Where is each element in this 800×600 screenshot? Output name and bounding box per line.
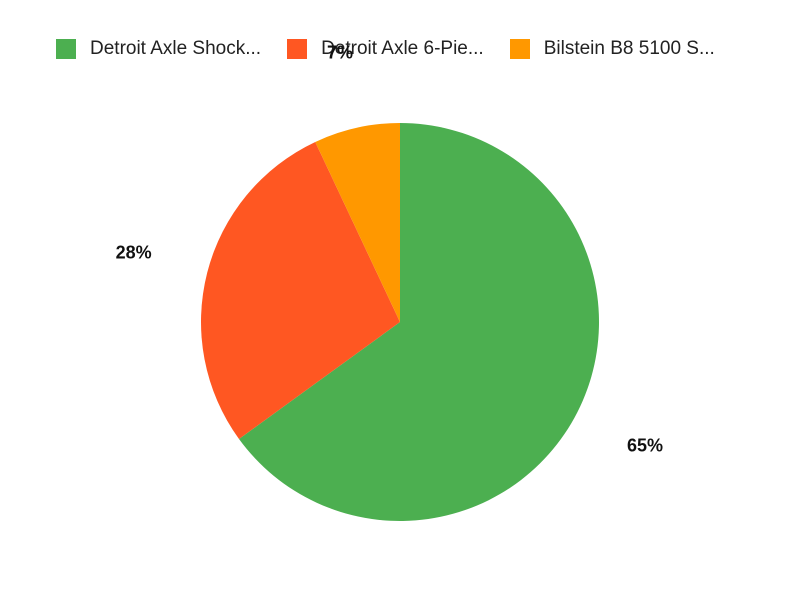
legend-label-bilstein-b8: Bilstein B8 5100 S... — [543, 38, 715, 59]
legend-swatch-detroit-axle-6-piece — [287, 39, 308, 59]
pie-slice-detroit-axle-6-piece[interactable] — [201, 141, 400, 439]
pie-label-detroit-axle-6-piece: 28% — [116, 242, 152, 262]
pie-labels: 65% 28% 7% — [116, 42, 663, 455]
pie-slices — [201, 123, 599, 521]
legend-label-detroit-axle-6-piece: Detroit Axle 6-Pie... — [321, 38, 484, 59]
legend-item-detroit-axle-6-piece[interactable]: Detroit Axle 6-Pie... — [287, 38, 484, 60]
legend-label-detroit-axle-shock: Detroit Axle Shock... — [90, 38, 262, 59]
legend-item-bilstein-b8[interactable]: Bilstein B8 5100 S... — [509, 38, 715, 60]
legend-item-detroit-axle-shock[interactable]: Detroit Axle Shock... — [56, 38, 261, 60]
pie-label-bilstein-b8: 7% — [327, 42, 353, 62]
legend-swatch-bilstein-b8 — [509, 39, 530, 59]
pie-label-detroit-axle-shock: 65% — [627, 436, 663, 456]
pie-slice-bilstein-b8[interactable] — [315, 123, 400, 322]
legend: Detroit Axle Shock... Detroit Axle 6-Pie… — [56, 38, 741, 60]
pie-slice-detroit-axle-shock[interactable] — [239, 123, 599, 521]
legend-swatch-detroit-axle-shock — [56, 39, 76, 59]
